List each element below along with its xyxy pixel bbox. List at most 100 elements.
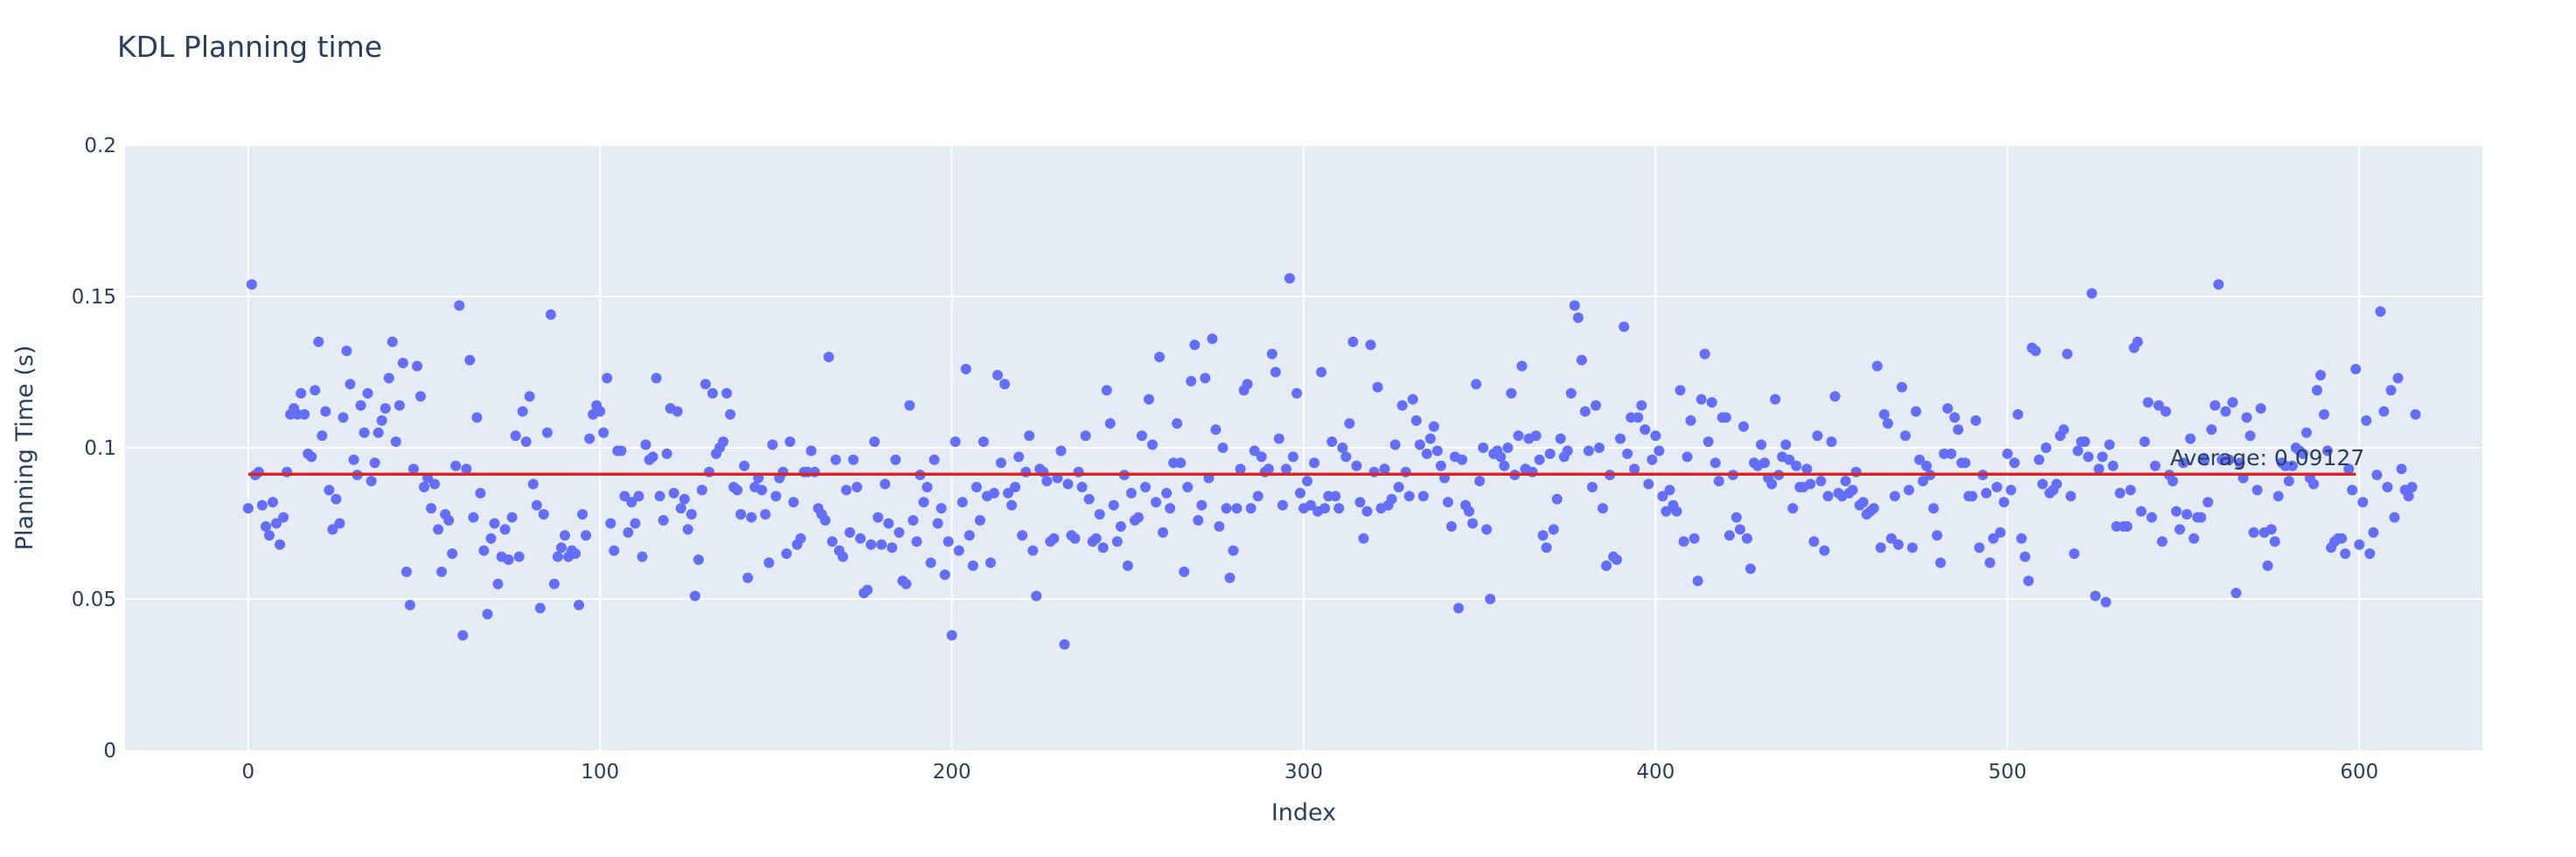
data-point bbox=[826, 536, 838, 547]
data-point bbox=[1706, 397, 1717, 408]
data-point bbox=[1981, 487, 1992, 498]
data-point bbox=[1569, 300, 1580, 311]
data-point bbox=[2255, 403, 2266, 414]
data-point bbox=[1890, 491, 1900, 502]
data-point bbox=[1822, 491, 1834, 502]
data-point bbox=[1647, 454, 1658, 465]
data-point bbox=[2340, 548, 2351, 560]
data-point bbox=[359, 427, 370, 438]
data-point bbox=[2012, 408, 2023, 420]
data-point bbox=[682, 524, 693, 535]
data-point bbox=[2083, 451, 2094, 463]
data-point bbox=[1692, 575, 1703, 587]
data-point bbox=[1403, 491, 1415, 502]
data-point bbox=[534, 603, 546, 614]
data-point bbox=[2227, 397, 2238, 408]
data-point bbox=[1819, 545, 1830, 556]
data-point bbox=[1485, 594, 1496, 604]
data-point bbox=[1207, 333, 1218, 345]
data-point bbox=[2174, 524, 2185, 535]
data-point bbox=[2023, 575, 2034, 587]
data-point bbox=[489, 518, 500, 529]
data-point bbox=[1471, 379, 1482, 390]
data-point bbox=[1984, 557, 1995, 568]
data-point bbox=[735, 509, 747, 520]
data-point bbox=[1344, 418, 1355, 429]
data-point bbox=[2245, 430, 2256, 442]
data-point bbox=[1041, 476, 1053, 487]
data-point bbox=[1386, 493, 1397, 505]
data-point bbox=[1815, 476, 1827, 487]
data-point bbox=[461, 463, 472, 475]
data-point bbox=[1678, 536, 1689, 547]
data-point bbox=[271, 518, 282, 529]
data-point bbox=[468, 512, 479, 523]
data-point bbox=[1650, 430, 1661, 442]
data-point bbox=[1967, 491, 1978, 502]
data-point bbox=[1883, 418, 1893, 429]
data-point bbox=[2301, 427, 2312, 438]
data-point bbox=[1921, 460, 1932, 471]
data-point bbox=[626, 497, 637, 508]
data-point bbox=[1048, 533, 1060, 544]
data-point bbox=[1555, 433, 1566, 444]
data-point bbox=[2142, 397, 2154, 408]
data-point bbox=[2396, 463, 2407, 475]
data-point bbox=[2224, 454, 2235, 465]
data-point bbox=[2079, 436, 2091, 448]
data-point bbox=[2100, 596, 2112, 608]
data-point bbox=[1572, 312, 1584, 324]
data-point bbox=[1612, 554, 1623, 565]
data-point bbox=[545, 309, 556, 320]
data-point bbox=[1151, 497, 1161, 508]
data-point bbox=[1125, 487, 1137, 498]
data-point bbox=[2086, 288, 2098, 299]
data-point bbox=[1935, 557, 1946, 568]
data-point bbox=[1193, 515, 1204, 526]
data-point bbox=[560, 530, 570, 541]
data-point bbox=[1805, 478, 1816, 490]
data-point bbox=[485, 533, 497, 544]
data-point bbox=[732, 484, 743, 496]
data-point bbox=[1316, 366, 1327, 378]
data-point bbox=[756, 484, 768, 496]
data-point bbox=[2170, 505, 2182, 517]
data-point bbox=[1840, 476, 1851, 487]
data-point bbox=[901, 578, 912, 589]
data-point bbox=[341, 345, 352, 357]
data-point bbox=[1136, 430, 1147, 442]
data-point bbox=[426, 503, 437, 514]
data-point bbox=[602, 373, 613, 384]
data-point bbox=[1671, 505, 1682, 517]
y-tick-label: 0.05 bbox=[72, 589, 116, 611]
y-tick-label: 0.2 bbox=[84, 135, 116, 157]
data-point bbox=[1988, 533, 1999, 544]
data-point bbox=[1280, 463, 1291, 475]
data-point bbox=[517, 406, 528, 417]
data-point bbox=[1530, 430, 1542, 442]
data-point bbox=[1974, 542, 1985, 554]
data-point bbox=[1857, 497, 1869, 508]
data-point bbox=[1330, 491, 1341, 502]
data-point bbox=[679, 493, 690, 505]
data-point bbox=[2241, 412, 2252, 423]
data-point bbox=[317, 430, 328, 442]
data-point bbox=[2297, 448, 2308, 459]
data-point bbox=[1090, 533, 1102, 544]
grid-lines bbox=[125, 144, 2482, 750]
data-point bbox=[334, 518, 345, 529]
data-point bbox=[654, 491, 665, 502]
data-point bbox=[1914, 454, 1925, 465]
data-point bbox=[2354, 539, 2365, 550]
data-point bbox=[1186, 375, 1197, 387]
data-point bbox=[1417, 491, 1429, 502]
data-point bbox=[1875, 542, 1886, 554]
data-point bbox=[894, 526, 905, 538]
data-point bbox=[1998, 497, 2009, 508]
data-point bbox=[847, 454, 859, 465]
data-point bbox=[1143, 394, 1154, 405]
data-point bbox=[2072, 445, 2084, 456]
data-point bbox=[2016, 533, 2027, 544]
data-point bbox=[718, 436, 729, 448]
